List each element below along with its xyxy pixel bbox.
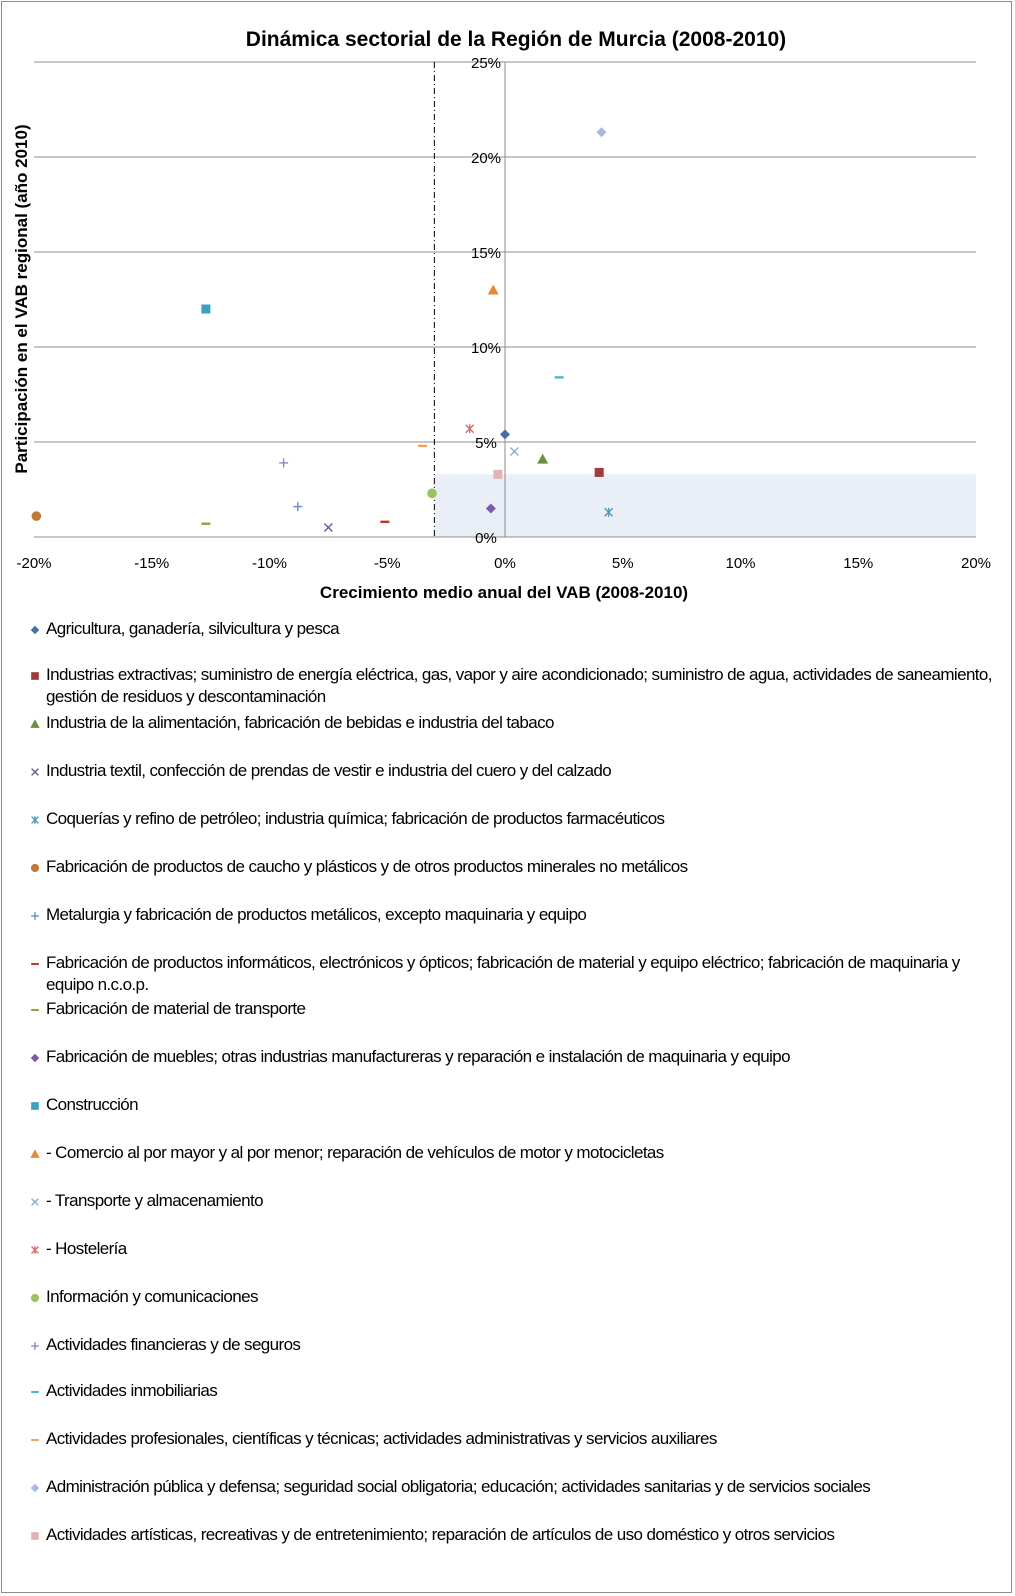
legend-marker [31, 1008, 39, 1012]
data-point [554, 376, 564, 379]
scatter-chart: 0% 5% 10% 15% 20% 25% -20% -15% -10% -5% 0% 5% 10% 1… [12, 28, 991, 602]
data-point [465, 424, 475, 434]
legend-label: - Comercio al por mayor y al por menor; … [46, 1143, 664, 1162]
chart-title: Dinámica sectorial de la Región de Murci… [246, 28, 786, 51]
legend-marker [31, 672, 39, 680]
legend-label: Fabricación de productos informáticos, e… [46, 953, 960, 994]
legend-marker [31, 912, 39, 920]
x-tick-label: -20% [16, 555, 51, 572]
legend-marker [31, 1438, 39, 1442]
data-point [201, 522, 211, 525]
legend-marker [30, 863, 40, 873]
data-point [493, 469, 503, 479]
legend-marker [31, 1390, 39, 1394]
legend-marker [31, 1246, 39, 1254]
data-point [487, 284, 499, 295]
x-tick-label: 20% [961, 555, 991, 572]
data-point [380, 520, 390, 523]
data-point [293, 502, 303, 512]
y-tick-label: 5% [475, 435, 497, 452]
data-point [509, 447, 519, 456]
legend-label: Actividades profesionales, científicas y… [46, 1429, 717, 1448]
x-tick-label: 5% [612, 555, 634, 572]
y-tick-label: 25% [471, 55, 501, 72]
data-point [418, 444, 428, 447]
legend-label: Industria de la alimentación, fabricació… [46, 713, 554, 732]
legend-marker [30, 1293, 40, 1303]
y-axis-title: Participación en el VAB regional (año 20… [12, 124, 31, 473]
legend-label: Agricultura, ganadería, silvicultura y p… [46, 619, 340, 638]
legend-label: Industrias extractivas; suministro de en… [46, 665, 993, 706]
x-tick-label: 15% [843, 555, 873, 572]
legend-label: Fabricación de muebles; otras industrias… [46, 1047, 791, 1066]
legend-marker [30, 1149, 40, 1158]
data-point [594, 467, 604, 477]
data-point [485, 503, 496, 514]
x-tick-label: -15% [134, 555, 169, 572]
y-tick-label: 0% [475, 530, 497, 547]
legend-label: Actividades artísticas, recreativas y de… [46, 1525, 835, 1544]
x-axis-title: Crecimiento medio anual del VAB (2008-20… [320, 583, 688, 602]
legend-marker [31, 962, 39, 966]
legend-label: - Transporte y almacenamiento [46, 1191, 264, 1210]
legend-label: Coquerías y refino de petróleo; industri… [46, 809, 665, 828]
legend-marker [31, 1532, 39, 1540]
legend-marker [30, 1053, 40, 1063]
legend-label: Administración pública y defensa; seguri… [46, 1477, 871, 1496]
legend-marker [31, 1102, 39, 1110]
legend-marker [31, 816, 39, 824]
data-point [537, 453, 549, 464]
legend-marker [30, 719, 40, 728]
y-tick-labels: 0% 5% 10% 15% 20% 25% [471, 55, 501, 547]
legend-label: Actividades financieras y de seguros [46, 1335, 301, 1354]
legend-marker [30, 625, 40, 635]
x-tick-label: 0% [494, 555, 516, 572]
legend-marker [30, 1483, 40, 1493]
legend-marker [31, 768, 39, 776]
data-point [500, 429, 510, 440]
data-point [604, 507, 614, 517]
x-tick-label: 10% [725, 555, 755, 572]
legend-label: - Hostelería [46, 1239, 127, 1258]
legend-label: Construcción [46, 1095, 139, 1114]
x-tick-label: -5% [374, 555, 401, 572]
data-point [279, 458, 289, 468]
data-point [201, 304, 211, 314]
data-points [31, 127, 614, 532]
legend-label: Industria textil, confección de prendas … [46, 761, 612, 780]
legend-label: Fabricación de productos de caucho y plá… [46, 857, 688, 876]
legend-marker [31, 1342, 39, 1350]
highlight-region [434, 474, 977, 537]
x-tick-label: -10% [252, 555, 287, 572]
legend-label: Fabricación de material de transporte [46, 999, 306, 1018]
data-point [427, 488, 437, 499]
y-tick-label: 15% [471, 245, 501, 262]
data-point [323, 523, 333, 532]
legend-label: Información y comunicaciones [46, 1287, 258, 1306]
data-point [596, 127, 607, 138]
y-tick-label: 10% [471, 340, 501, 357]
data-point [31, 511, 42, 521]
x-tick-labels: -20% -15% -10% -5% 0% 5% 10% 15% 20% [16, 555, 991, 572]
legend-marker [31, 1198, 39, 1206]
legend-label: Metalurgia y fabricación de productos me… [46, 905, 587, 924]
y-tick-label: 20% [471, 150, 501, 167]
legend-label: Actividades inmobiliarias [46, 1381, 218, 1400]
